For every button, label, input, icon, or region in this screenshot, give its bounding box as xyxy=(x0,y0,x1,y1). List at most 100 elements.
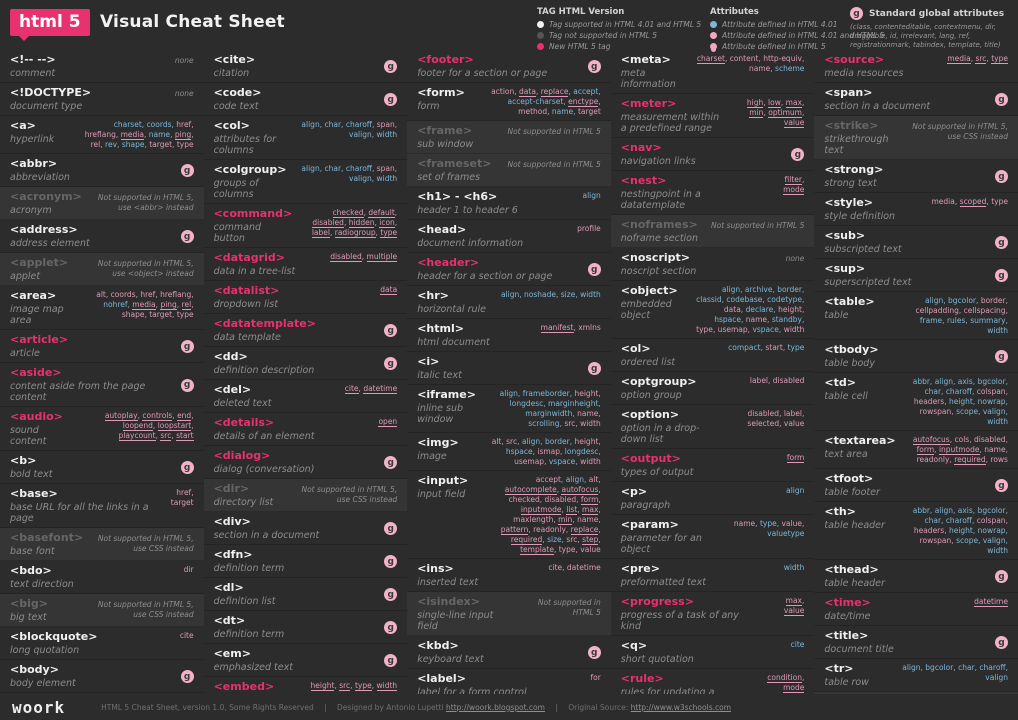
attribute-list: profile xyxy=(577,224,601,234)
attribute-separator: , xyxy=(598,389,601,398)
footer-source-link[interactable]: http://www.w3schools.com xyxy=(630,702,732,712)
tag-name: <acronym> xyxy=(10,190,82,203)
attribute-start: start xyxy=(765,343,783,352)
tag-description: details of an element xyxy=(213,431,315,442)
attribute-list: cite, datetime xyxy=(344,384,398,394)
tag-name: <dir> xyxy=(213,482,250,495)
tag-row: <h1> - <h6> header 1 to header 6 align xyxy=(407,187,611,220)
attribute-type: type xyxy=(787,343,805,352)
attribute-separator: , xyxy=(724,54,730,63)
attribute-rev: rev xyxy=(105,140,118,149)
tag-name: <bdo> xyxy=(10,564,52,577)
tag-description: meta information xyxy=(620,68,676,90)
tag-description: parameter for an object xyxy=(620,533,702,555)
attribute-align: align xyxy=(565,475,584,484)
tag-name: <embed> xyxy=(213,680,275,693)
attribute-separator: , xyxy=(801,108,805,117)
attribute-name: name xyxy=(148,130,171,139)
legend-tag-title: TAG HTML Version xyxy=(537,7,625,17)
cheat-sheet-columns: <!-- --> comment none <!DOCTYPE> document ty… xyxy=(0,50,1018,694)
tag-entry: <datalist> dropdown list xyxy=(214,285,381,311)
attribute-separator: , xyxy=(972,506,978,515)
tag-name: <ol> xyxy=(620,342,651,355)
attribute-separator: , xyxy=(1005,526,1008,535)
attribute-separator: , xyxy=(517,437,522,446)
attribute-usemap: usemap xyxy=(514,457,545,466)
tag-name: <thead> xyxy=(824,563,879,576)
tag-row: <span> section in a document g xyxy=(814,83,1018,116)
note-holder: none xyxy=(175,87,194,112)
tag-entry: <dir> directory list xyxy=(213,482,287,509)
tag-description: document title xyxy=(824,644,894,655)
tag-description: rules for updating a template xyxy=(620,687,715,694)
html5-logo: html 5 xyxy=(10,9,90,41)
tag-row: <cite> citation g xyxy=(203,50,408,83)
attribute-list: align, bgcolor, char, charoff, valign xyxy=(898,663,1008,683)
tag-description: keyboard text xyxy=(417,654,484,665)
attributes-holder: disabled, multiple xyxy=(330,252,398,277)
attribute-separator: , xyxy=(801,596,805,605)
tag-name: <table> xyxy=(824,295,875,308)
tag-description: bold text xyxy=(10,469,53,480)
attribute-separator: , xyxy=(953,663,959,672)
attribute-separator: , xyxy=(171,120,177,129)
attribute-separator: , xyxy=(801,519,805,528)
tag-description: deleted text xyxy=(213,398,272,409)
attributes-holder: form xyxy=(786,453,805,478)
global-badge-holder: g xyxy=(384,60,398,73)
attribute-separator: , xyxy=(782,343,788,352)
attribute-http-equiv: http-equiv xyxy=(763,54,802,63)
attribute-char: char xyxy=(924,387,942,396)
attribute-scope: scope xyxy=(956,536,979,545)
tag-name: <!DOCTYPE> xyxy=(10,86,92,99)
attribute-separator: , xyxy=(780,98,786,107)
tag-description: text direction xyxy=(10,579,74,590)
attribute-media: media xyxy=(120,130,144,140)
attribute-axis: axis xyxy=(957,377,973,386)
global-attributes-badge-icon: g xyxy=(994,269,1008,282)
attribute-separator: , xyxy=(137,411,143,420)
attribute-separator: , xyxy=(1005,296,1008,305)
attribute-separator: , xyxy=(172,310,177,319)
attribute-separator: , xyxy=(929,506,935,515)
tag-name: <code> xyxy=(213,86,262,99)
tag-row: <b> bold text g xyxy=(0,451,204,484)
attribute-separator: , xyxy=(394,208,398,217)
tag-entry: <footer> footer for a section or page xyxy=(417,54,588,80)
tag-entry: <dt> definition term xyxy=(213,614,385,641)
legend-item: Attribute defined in HTML 4.01 xyxy=(710,20,884,29)
footer-blog-link[interactable]: http://woork.blogspot.com xyxy=(446,702,545,712)
attribute-separator: , xyxy=(532,447,538,456)
attribute-hspace: hspace xyxy=(714,315,741,324)
tag-name: <dt> xyxy=(213,614,246,627)
global-attributes-badge-icon: g xyxy=(994,570,1008,583)
global-attributes-badge-icon: g xyxy=(994,93,1008,106)
attribute-separator: , xyxy=(115,130,121,139)
attribute-separator: , xyxy=(768,376,773,385)
tag-entry: <td> table cell xyxy=(824,377,897,427)
attribute-bgcolor: bgcolor xyxy=(948,296,977,305)
tag-description: section in a document xyxy=(824,101,931,112)
attribute-media: media xyxy=(931,197,955,206)
attribute-separator: , xyxy=(1005,397,1008,406)
tag-row: <optgroup> option group label, disabled xyxy=(610,372,815,405)
attribute-separator: , xyxy=(394,164,398,173)
attribute-usemap: usemap xyxy=(717,325,748,334)
legend-item-label: Attribute defined in HTML 4.01 xyxy=(722,20,838,29)
attribute-min: min xyxy=(749,108,764,118)
attribute-media: media xyxy=(132,300,156,310)
note-holder: Not supported in HTML 5 xyxy=(507,158,600,183)
tag-name: <sub> xyxy=(824,229,866,242)
attribute-charoff: charoff xyxy=(945,387,972,396)
tag-entry: <thead> table header xyxy=(824,563,995,590)
tag-row: <th> table header abbr, align, axis, bgcol… xyxy=(814,502,1018,560)
global-badge-holder: g xyxy=(384,654,398,667)
attribute-separator: , xyxy=(341,120,346,129)
attribute-form: form xyxy=(580,495,599,505)
tag-name: <textarea> xyxy=(824,434,896,447)
white-dot-icon xyxy=(537,21,544,28)
tag-row: <rule> rules for updating a template condi… xyxy=(611,669,815,694)
attribute-size: size xyxy=(560,290,576,299)
attribute-separator: , xyxy=(361,252,367,261)
attribute-separator: , xyxy=(371,130,377,139)
